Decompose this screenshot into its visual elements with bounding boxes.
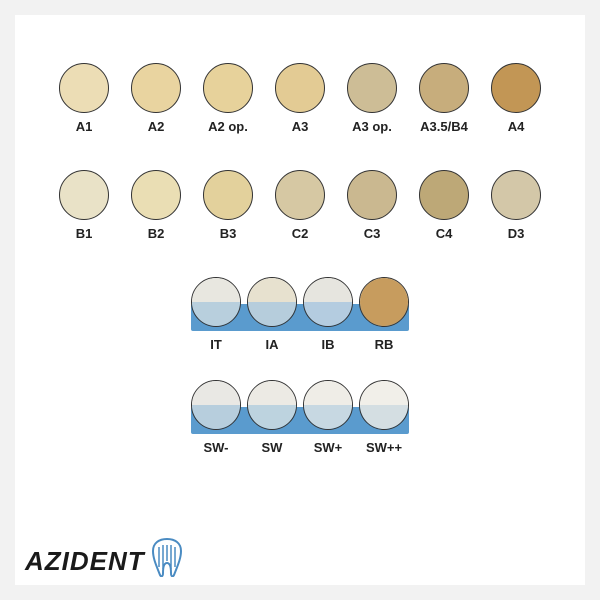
- shade-swatch: A4: [491, 63, 541, 134]
- translucent-label: IB: [303, 337, 353, 352]
- circle-bottom-half: [304, 302, 352, 326]
- shade-swatch: A2: [131, 63, 181, 134]
- circle-top-half: [192, 278, 240, 302]
- shade-swatch: C4: [419, 170, 469, 241]
- translucent-strip-2: SW- SW SW+ SW++: [15, 380, 585, 455]
- translucent-circle: [247, 380, 297, 430]
- shade-circle: [491, 63, 541, 113]
- shade-circle: [131, 63, 181, 113]
- translucent-label: SW: [247, 440, 297, 455]
- circle-bottom-half: [360, 302, 408, 326]
- shade-circle: [131, 170, 181, 220]
- shade-row-bcd: B1 B2 B3 C2 C3 C4 D3: [15, 170, 585, 241]
- shade-label: A3 op.: [352, 119, 392, 134]
- circle-bottom-half: [248, 405, 296, 429]
- shade-label: D3: [508, 226, 525, 241]
- brand-logo: AZIDENT: [25, 537, 185, 577]
- translucent-circle: [247, 277, 297, 327]
- shade-label: C4: [436, 226, 453, 241]
- shade-swatch: C2: [275, 170, 325, 241]
- shade-swatch: A2 op.: [203, 63, 253, 134]
- circle-top-half: [248, 381, 296, 405]
- strip-1-circles: [191, 277, 409, 327]
- strip-1: [191, 277, 409, 331]
- shade-circle: [59, 63, 109, 113]
- translucent-circle: [303, 380, 353, 430]
- shade-swatch: A3: [275, 63, 325, 134]
- shade-swatch: A3 op.: [347, 63, 397, 134]
- shade-swatch: A3.5/B4: [419, 63, 469, 134]
- shade-circle: [491, 170, 541, 220]
- shade-label: B2: [148, 226, 165, 241]
- shade-circle: [203, 63, 253, 113]
- circle-top-half: [304, 381, 352, 405]
- shade-label: A2: [148, 119, 165, 134]
- shade-circle: [275, 170, 325, 220]
- tooth-icon: [149, 537, 185, 577]
- shade-label: C2: [292, 226, 309, 241]
- translucent-strip-1: IT IA IB RB: [15, 277, 585, 352]
- shade-circle: [275, 63, 325, 113]
- strip-2: [191, 380, 409, 434]
- circle-top-half: [192, 381, 240, 405]
- shade-swatch: B1: [59, 170, 109, 241]
- strip-2-circles: [191, 380, 409, 430]
- strip-1-labels: IT IA IB RB: [191, 337, 409, 352]
- translucent-label: IT: [191, 337, 241, 352]
- circle-bottom-half: [192, 302, 240, 326]
- shade-label: C3: [364, 226, 381, 241]
- shade-swatch: D3: [491, 170, 541, 241]
- translucent-circle: [303, 277, 353, 327]
- shade-chart-card: A1 A2 A2 op. A3 A3 op. A3.5/B4 A4 B1 B2 B3 C2 C3 C4…: [15, 15, 585, 585]
- shade-label: B1: [76, 226, 93, 241]
- shade-row-a: A1 A2 A2 op. A3 A3 op. A3.5/B4 A4: [15, 63, 585, 134]
- circle-top-half: [248, 278, 296, 302]
- shade-circle: [347, 63, 397, 113]
- shade-label: A2 op.: [208, 119, 248, 134]
- shade-circle: [203, 170, 253, 220]
- shade-circle: [419, 63, 469, 113]
- translucent-circle: [191, 380, 241, 430]
- translucent-circle: [191, 277, 241, 327]
- shade-circle: [347, 170, 397, 220]
- shade-label: A4: [508, 119, 525, 134]
- translucent-label: SW++: [359, 440, 409, 455]
- translucent-label: RB: [359, 337, 409, 352]
- circle-bottom-half: [304, 405, 352, 429]
- shade-swatch: B3: [203, 170, 253, 241]
- circle-bottom-half: [360, 405, 408, 429]
- shade-label: A3.5/B4: [420, 119, 468, 134]
- shade-swatch: B2: [131, 170, 181, 241]
- translucent-label: IA: [247, 337, 297, 352]
- translucent-label: SW-: [191, 440, 241, 455]
- circle-bottom-half: [248, 302, 296, 326]
- translucent-label: SW+: [303, 440, 353, 455]
- circle-top-half: [360, 278, 408, 302]
- translucent-circle: [359, 380, 409, 430]
- shade-label: B3: [220, 226, 237, 241]
- circle-top-half: [360, 381, 408, 405]
- shade-swatch: A1: [59, 63, 109, 134]
- shade-circle: [419, 170, 469, 220]
- shade-swatch: C3: [347, 170, 397, 241]
- brand-text: AZIDENT: [25, 546, 145, 577]
- translucent-circle: [359, 277, 409, 327]
- shade-circle: [59, 170, 109, 220]
- shade-label: A1: [76, 119, 93, 134]
- circle-bottom-half: [192, 405, 240, 429]
- circle-top-half: [304, 278, 352, 302]
- shade-label: A3: [292, 119, 309, 134]
- strip-2-labels: SW- SW SW+ SW++: [191, 440, 409, 455]
